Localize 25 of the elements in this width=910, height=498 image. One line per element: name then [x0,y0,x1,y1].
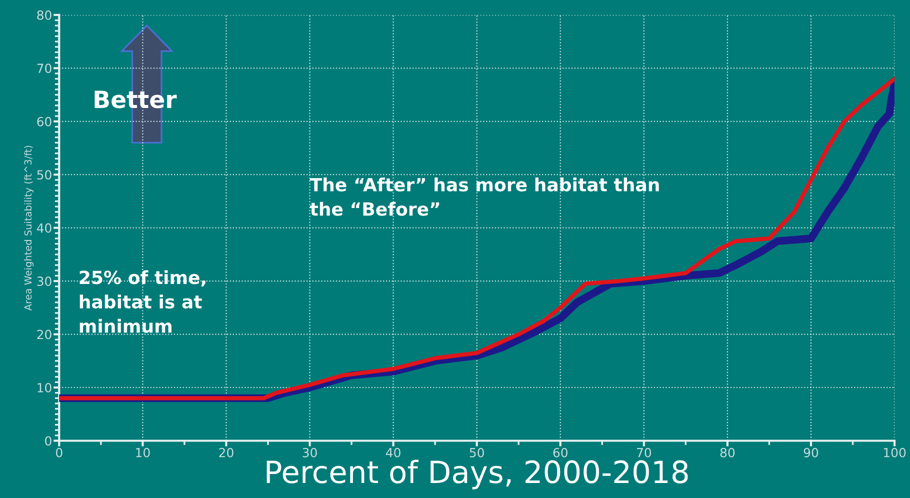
annotation: The “After” has more habitat than the “Before” [310,178,659,216]
x-axis-title: Percent of Days, 2000-2018 [266,460,688,490]
x-tick-label: 70 [636,448,652,458]
y-tick-label: 80 [37,10,52,20]
y-tick-label: 30 [37,276,52,286]
y-tick-label: 40 [36,223,52,233]
y-tick-label: 0 [45,436,52,446]
x-tick-label: 30 [302,448,317,458]
x-tick-label: 80 [720,448,735,458]
annotation: Better [94,90,177,108]
y-tick-label: 70 [37,64,52,74]
x-tick-label: 50 [470,448,484,458]
x-tick-label: 0 [56,448,62,458]
y-tick-label: 10 [38,382,52,392]
x-tick-label: 60 [553,448,568,458]
x-tick-label: 40 [386,448,400,458]
y-axis-title: Area Weighted Suitability (ft^3/ft) [24,146,34,311]
x-tick-label: 20 [219,448,234,458]
annotation: 25% of time, habitat is at minimum [80,270,206,333]
x-tick-label: 10 [136,448,150,458]
y-tick-label: 20 [37,330,52,340]
y-tick-label: 60 [37,116,52,126]
x-tick-label: 100 [884,448,906,458]
y-tick-label: 50 [37,170,52,180]
x-tick-label: 90 [804,448,818,458]
